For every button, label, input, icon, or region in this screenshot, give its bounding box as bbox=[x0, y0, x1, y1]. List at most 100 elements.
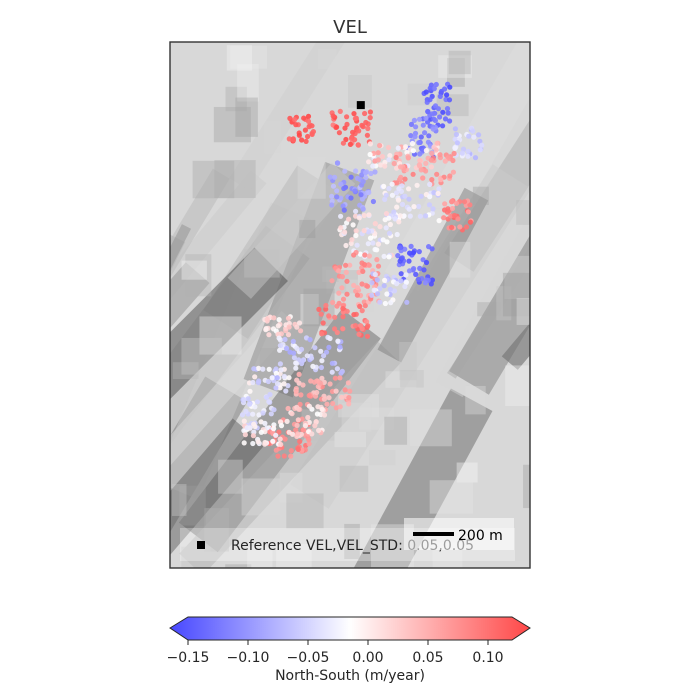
scatter-point bbox=[271, 407, 277, 413]
scatter-point bbox=[436, 186, 442, 192]
scatter-point bbox=[346, 395, 352, 401]
scatter-point bbox=[342, 168, 348, 174]
plot-area bbox=[170, 42, 530, 568]
scatter-point bbox=[343, 242, 349, 249]
hillshade-patch bbox=[438, 55, 472, 78]
scatter-point bbox=[377, 142, 383, 149]
scatter-point bbox=[386, 215, 392, 221]
scatter-point bbox=[378, 162, 384, 168]
scatter-point bbox=[423, 259, 430, 266]
scatter-point bbox=[310, 363, 316, 369]
scatter-point bbox=[429, 111, 435, 117]
scatter-point bbox=[318, 364, 324, 371]
scatter-point bbox=[354, 292, 360, 298]
scatter-point bbox=[308, 355, 315, 361]
scatter-point bbox=[369, 280, 375, 286]
scatter-point bbox=[372, 169, 378, 175]
scatter-point bbox=[355, 142, 361, 148]
scatter-point bbox=[293, 365, 299, 371]
scatter-point bbox=[371, 287, 377, 293]
scatter-point bbox=[340, 306, 346, 312]
scatter-point bbox=[355, 285, 361, 291]
scatter-point bbox=[383, 225, 389, 231]
scatter-point bbox=[434, 171, 440, 177]
scatter-point bbox=[418, 134, 424, 140]
scatter-point bbox=[440, 123, 446, 129]
scatter-point bbox=[330, 113, 336, 119]
scatter-point bbox=[386, 230, 393, 236]
scatter-point bbox=[361, 228, 367, 234]
scatter-point bbox=[435, 190, 441, 197]
scatter-point bbox=[352, 188, 358, 194]
scatter-point bbox=[296, 371, 302, 377]
scatter-point bbox=[412, 134, 418, 140]
scatter-point bbox=[273, 432, 279, 438]
scatter-point bbox=[410, 250, 417, 256]
scatter-point bbox=[250, 433, 256, 439]
scatter-point bbox=[416, 203, 422, 210]
scatter-point bbox=[307, 337, 313, 343]
scatter-point bbox=[276, 335, 282, 341]
scatter-point bbox=[363, 119, 369, 126]
scatter-point bbox=[296, 406, 302, 412]
hillshade-stripe bbox=[243, 161, 375, 398]
scatter-point bbox=[345, 380, 351, 386]
scatter-point bbox=[370, 163, 376, 169]
scatter-point bbox=[344, 114, 350, 120]
scatter-point bbox=[407, 250, 413, 256]
scatter-point bbox=[395, 253, 401, 259]
scatter-point bbox=[406, 196, 412, 202]
scatter-point bbox=[334, 194, 340, 200]
scatter-point bbox=[351, 312, 357, 318]
scatter-point bbox=[416, 140, 422, 146]
hillshade-patch bbox=[230, 45, 268, 69]
scatter-point bbox=[421, 267, 427, 273]
scatter-point bbox=[293, 122, 299, 128]
hillshade-patch bbox=[204, 508, 229, 552]
scatter-point bbox=[363, 175, 369, 181]
scatter-point bbox=[292, 117, 298, 123]
scatter-point bbox=[330, 183, 337, 189]
scatter-point bbox=[461, 199, 468, 205]
scatter-point bbox=[388, 300, 394, 306]
scatter-point bbox=[327, 174, 333, 180]
scatter-point bbox=[423, 213, 429, 219]
scatter-point bbox=[454, 140, 460, 146]
scatter-point bbox=[291, 355, 297, 361]
scatter-point bbox=[399, 201, 406, 207]
scatter-point bbox=[312, 345, 318, 351]
scatter-point bbox=[276, 429, 282, 435]
scatter-point bbox=[406, 206, 412, 212]
scatter-point bbox=[364, 283, 371, 289]
scatter-point bbox=[417, 157, 423, 164]
scatter-point bbox=[296, 132, 302, 138]
scatter-point bbox=[346, 401, 352, 407]
scatter-point bbox=[251, 421, 257, 427]
scatter-point bbox=[429, 177, 435, 183]
hillshade-stripe bbox=[444, 53, 530, 272]
scatter-point bbox=[286, 136, 292, 142]
hillshade-patch bbox=[264, 121, 282, 154]
hillshade-patch bbox=[171, 484, 187, 516]
scatter-point bbox=[359, 325, 365, 332]
scatter-point bbox=[395, 145, 401, 151]
scatter-point bbox=[294, 324, 300, 330]
scatter-point bbox=[250, 411, 256, 417]
colorbar-label: North-South (m/year) bbox=[275, 668, 425, 684]
scatter-point bbox=[405, 155, 411, 161]
hillshade-stripe bbox=[290, 164, 530, 509]
scatter-point bbox=[442, 158, 448, 164]
scatter-point bbox=[336, 290, 342, 296]
scatter-point bbox=[363, 170, 369, 176]
scatter-point bbox=[431, 190, 437, 196]
scatter-point bbox=[381, 183, 387, 189]
scatter-point bbox=[375, 291, 381, 297]
scatter-point bbox=[381, 283, 387, 289]
scatter-point bbox=[266, 332, 272, 338]
scatter-point bbox=[423, 115, 429, 121]
colorbar: −0.15 −0.10 −0.05 0.00 0.05 0.10 North-South … bbox=[167, 616, 531, 684]
hillshade-patch bbox=[341, 402, 372, 432]
scatter-point bbox=[318, 311, 324, 317]
scatter-point bbox=[375, 263, 382, 269]
hillshade-patch bbox=[213, 106, 251, 143]
